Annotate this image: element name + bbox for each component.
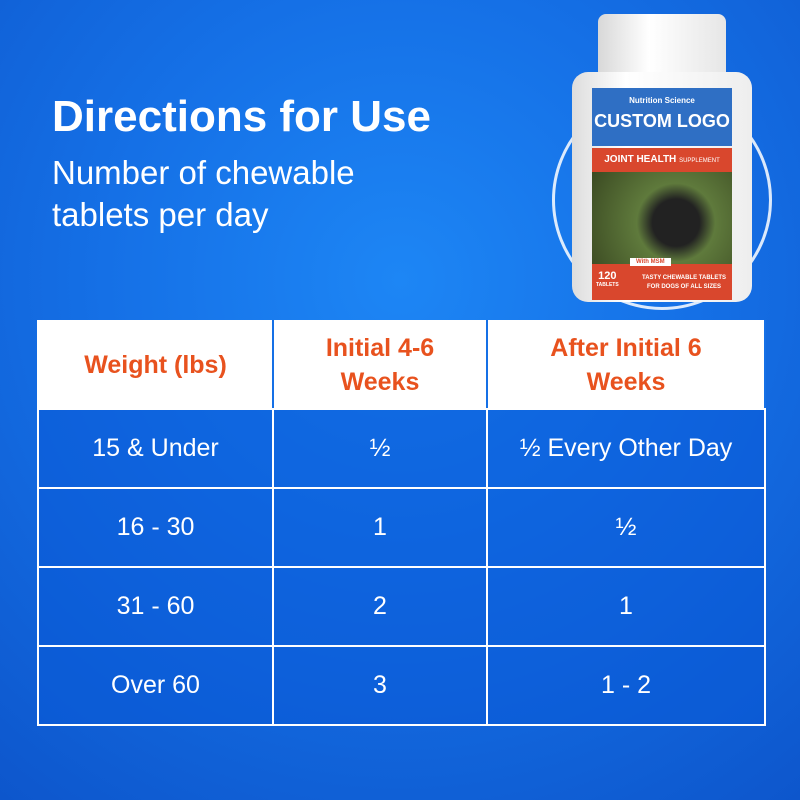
label-bottom: With MSM 120 TABLETS TASTY CHEWABLE TABLE…	[592, 258, 732, 300]
table-row: 31 - 60 2 1	[37, 566, 766, 647]
page-title: Directions for Use	[52, 92, 431, 141]
tablet-count: 120 TABLETS	[596, 270, 619, 288]
cell-initial: ½	[272, 408, 488, 489]
table-row: 16 - 30 1 ½	[37, 487, 766, 568]
cell-weight: 16 - 30	[37, 487, 274, 568]
cell-after: ½	[486, 487, 766, 568]
table-row: Over 60 3 1 - 2	[37, 645, 766, 726]
tagline-1: TASTY CHEWABLE TABLETS	[642, 275, 726, 281]
cell-after: 1	[486, 566, 766, 647]
logo-text: CUSTOM LOGO	[594, 111, 730, 131]
page-subtitle: Number of chewable tablets per day	[52, 154, 355, 233]
product-bottle: Nutrition Science CUSTOM LOGO JOINT HEAL…	[572, 14, 752, 302]
cell-initial: 3	[272, 645, 488, 726]
msm-badge: With MSM	[630, 258, 671, 266]
cell-after: ½ Every Other Day	[486, 408, 766, 489]
tagline: TASTY CHEWABLE TABLETS FOR DOGS OF ALL SI…	[638, 274, 730, 292]
tagline-2: FOR DOGS OF ALL SIZES	[646, 284, 721, 290]
bottle-cap	[598, 14, 726, 76]
header-initial: Initial 4-6 Weeks	[272, 320, 488, 410]
product-name-suffix: SUPPLEMENT	[679, 158, 720, 164]
header-weight: Weight (lbs)	[37, 320, 274, 410]
cell-weight: 31 - 60	[37, 566, 274, 647]
label-brand: Nutrition Science CUSTOM LOGO	[592, 88, 732, 146]
cell-weight: 15 & Under	[37, 408, 274, 489]
cell-after: 1 - 2	[486, 645, 766, 726]
dosage-table: Weight (lbs) Initial 4-6 Weeks After Ini…	[37, 320, 766, 726]
count-value: 120	[598, 270, 617, 282]
table-row: 15 & Under ½ ½ Every Other Day	[37, 408, 766, 489]
brand-text: Nutrition Science	[629, 96, 695, 105]
count-unit: TABLETS	[596, 282, 619, 288]
table-header-row: Weight (lbs) Initial 4-6 Weeks After Ini…	[37, 320, 766, 410]
cell-initial: 1	[272, 487, 488, 568]
dog-photo	[592, 172, 732, 264]
cell-initial: 2	[272, 566, 488, 647]
product-name: JOINT HEALTH	[604, 154, 677, 165]
label-product-name: JOINT HEALTH SUPPLEMENT	[592, 148, 732, 172]
cell-weight: Over 60	[37, 645, 274, 726]
header-after: After Initial 6 Weeks	[486, 320, 766, 410]
